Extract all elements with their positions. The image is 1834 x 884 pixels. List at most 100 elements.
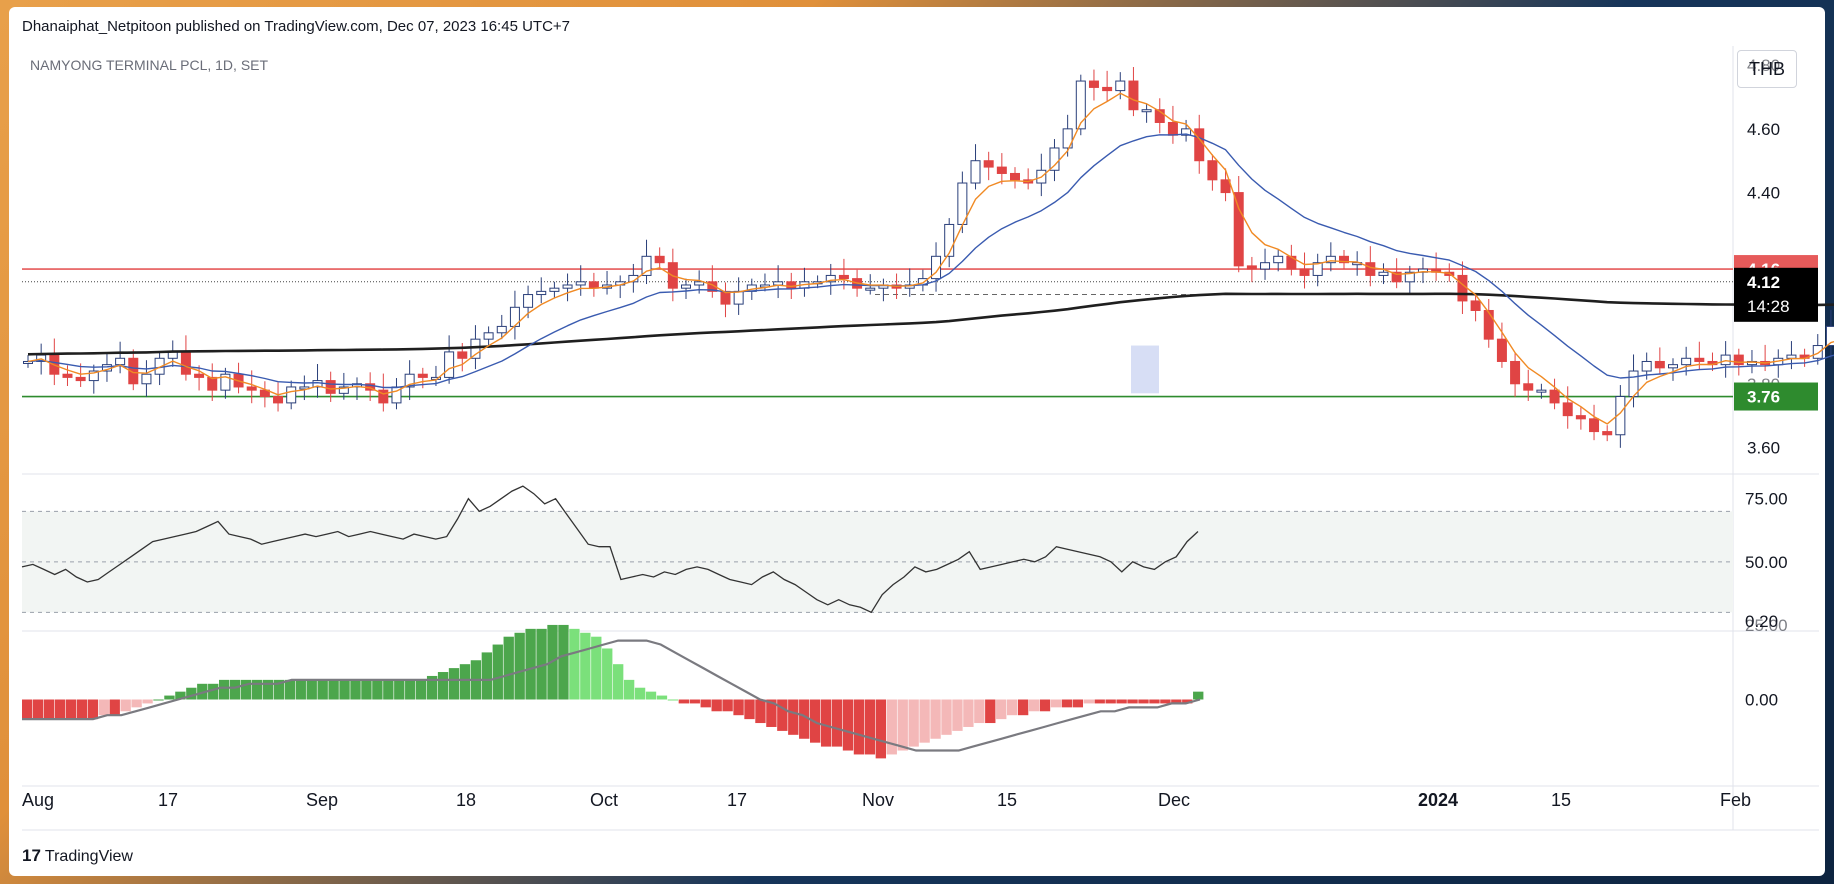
macd-bar	[656, 695, 668, 700]
candle-body	[1523, 383, 1534, 391]
candle-body	[549, 287, 560, 292]
candle-body	[944, 223, 955, 257]
macd-bar	[996, 699, 1007, 720]
macd-bar	[580, 632, 591, 700]
ema-fast-line	[27, 92, 1834, 425]
rsi-tick-label-partial: 25.00	[1745, 616, 1788, 635]
macd-bar	[448, 668, 460, 700]
countdown-label: 14:28	[1747, 297, 1790, 316]
macd-bar	[109, 699, 120, 716]
candle-body	[457, 351, 468, 359]
macd-bar	[328, 679, 339, 700]
support-badge-label: 3.76	[1747, 388, 1780, 407]
price-tick-label: 3.60	[1747, 439, 1780, 458]
macd-bar	[208, 683, 219, 700]
candle-body	[1641, 360, 1652, 372]
macd-bar	[908, 699, 919, 747]
candle-body	[1233, 192, 1244, 267]
candle-body	[325, 380, 336, 394]
macd-bar	[1039, 699, 1051, 712]
candle-body	[1273, 255, 1284, 264]
macd-bar	[1193, 691, 1204, 700]
macd-bar	[361, 679, 372, 700]
candle-body	[417, 373, 428, 378]
candle-body	[1115, 80, 1126, 92]
macd-bar	[306, 679, 317, 700]
candle-body	[838, 274, 849, 280]
candle-body	[996, 166, 1007, 174]
macd-bar	[897, 699, 908, 751]
macd-bar	[842, 699, 854, 751]
macd-bar	[711, 699, 722, 712]
candle-body	[1181, 128, 1192, 136]
ema-mid-line	[27, 133, 1834, 389]
time-tick-label: 17	[727, 790, 747, 810]
candle-body	[1391, 271, 1402, 283]
macd-bar	[919, 699, 930, 743]
candle-body	[1483, 309, 1494, 340]
candle-body	[378, 389, 389, 404]
macd-bar	[952, 699, 963, 731]
candle-body	[523, 294, 534, 308]
currency-button[interactable]: THB	[1737, 50, 1797, 88]
candle-body	[588, 281, 599, 289]
time-tick-label: 2024	[1418, 790, 1458, 810]
candle-body	[1668, 364, 1678, 369]
candle-body	[1365, 262, 1376, 276]
macd-bar	[591, 636, 602, 700]
time-tick-label: 17	[158, 790, 178, 810]
macd-bar	[426, 675, 438, 700]
macd-bar	[76, 699, 88, 720]
macd-bar	[755, 699, 766, 724]
candle-body	[128, 357, 139, 385]
tradingview-logo[interactable]: 17 TradingView	[22, 846, 133, 866]
support-badge	[1734, 382, 1818, 411]
candle-body	[1536, 389, 1547, 393]
macd-bar	[766, 699, 777, 727]
macd-bar	[416, 679, 427, 700]
macd-bar	[1116, 699, 1127, 704]
candle-body	[1339, 255, 1349, 264]
candle-body	[1681, 357, 1692, 366]
macd-bar	[1149, 699, 1160, 704]
macd-bar	[1127, 699, 1138, 704]
candle-body	[444, 351, 455, 378]
candle-body	[1102, 86, 1113, 92]
symbol-legend[interactable]: NAMYONG TERMINAL PCL, 1D, SET	[30, 57, 269, 73]
macd-bar	[142, 699, 153, 704]
macd-bar	[864, 699, 876, 755]
macd-bar	[394, 679, 405, 700]
candle-body	[1207, 160, 1218, 181]
macd-bar	[886, 699, 897, 755]
macd-bar	[831, 699, 843, 747]
macd-bar	[284, 679, 296, 700]
rsi-tick-label: 50.00	[1745, 553, 1788, 572]
candle-body	[1286, 255, 1297, 270]
macd-bar	[678, 699, 690, 704]
candle-body	[983, 160, 994, 168]
candle-body	[1510, 360, 1521, 385]
candle-body	[575, 281, 586, 286]
candle-body	[733, 290, 744, 305]
macd-tick-label: 0.20	[1745, 612, 1778, 631]
macd-bar	[153, 699, 164, 701]
macd-bar	[175, 691, 186, 700]
candle-body	[825, 274, 836, 283]
macd-bar	[1028, 699, 1040, 712]
macd-bar	[525, 628, 536, 700]
time-tick-label: 18	[456, 790, 476, 810]
logo-label: TradingView	[44, 848, 133, 865]
macd-bar	[569, 628, 580, 700]
candle-body	[75, 376, 86, 382]
candle-body	[1562, 402, 1573, 417]
macd-bar	[120, 699, 131, 712]
price-tick-label: 4.40	[1747, 184, 1780, 203]
macd-bar	[262, 679, 274, 700]
price-tick-label: 4.60	[1747, 120, 1780, 139]
macd-bar	[65, 699, 77, 720]
candle-body	[1825, 325, 1834, 347]
macd-bar	[437, 672, 449, 700]
macd-pane	[22, 624, 1204, 759]
rsi-tick-label: 75.00	[1745, 490, 1788, 509]
